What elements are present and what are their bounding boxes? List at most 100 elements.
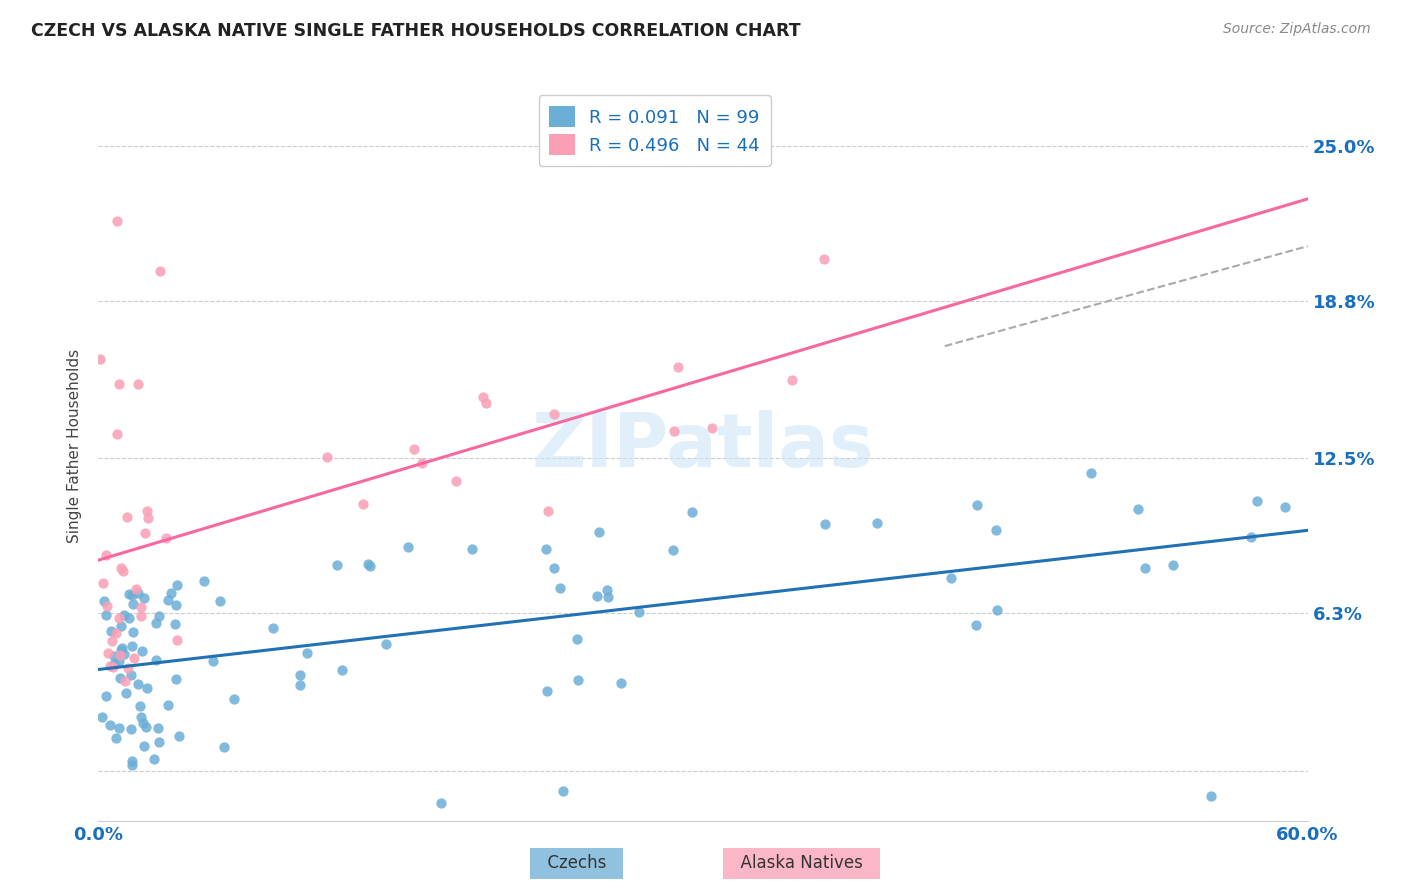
Point: [108, 648, 131, 663]
Point: [121, 625, 143, 640]
Point: [565, 632, 588, 647]
Point: [143, 752, 166, 766]
Point: [112, 647, 135, 661]
Point: [129, 599, 152, 614]
Point: [201, 654, 224, 668]
Point: [316, 450, 339, 464]
Point: [105, 426, 128, 441]
Point: [96, 607, 118, 622]
Point: [941, 571, 963, 585]
Point: [110, 671, 132, 685]
Point: [1161, 558, 1184, 573]
Point: [1128, 501, 1150, 516]
Point: [115, 510, 138, 524]
Point: [121, 757, 143, 772]
Text: ZIPatlas: ZIPatlas: [531, 409, 875, 483]
Point: [148, 735, 170, 749]
Point: [588, 525, 610, 540]
Point: [110, 643, 132, 657]
Y-axis label: Single Father Households: Single Father Households: [67, 349, 83, 543]
Point: [193, 574, 215, 588]
Point: [91, 575, 114, 590]
Point: [813, 252, 835, 266]
Text: Czechs: Czechs: [537, 855, 616, 872]
Point: [475, 396, 498, 410]
Point: [96, 599, 118, 613]
Point: [122, 650, 145, 665]
Point: [662, 542, 685, 557]
Point: [107, 721, 129, 735]
Point: [352, 497, 374, 511]
Point: [359, 559, 381, 574]
Point: [596, 582, 619, 597]
Point: [965, 617, 987, 632]
Point: [121, 639, 143, 653]
Point: [472, 390, 495, 404]
Point: [127, 376, 149, 391]
Point: [404, 442, 426, 456]
Point: [127, 677, 149, 691]
Text: Alaska Natives: Alaska Natives: [730, 855, 873, 872]
Point: [135, 681, 157, 695]
Point: [108, 611, 131, 625]
Point: [332, 663, 354, 677]
Point: [598, 590, 620, 604]
Point: [89, 351, 111, 366]
Point: [97, 646, 120, 660]
Point: [780, 373, 803, 387]
Point: [357, 557, 380, 571]
Point: [101, 633, 124, 648]
Point: [114, 686, 136, 700]
Point: [114, 673, 136, 688]
Point: [814, 517, 837, 532]
Point: [117, 587, 139, 601]
Point: [1240, 530, 1263, 544]
Point: [108, 654, 131, 668]
Text: Source: ZipAtlas.com: Source: ZipAtlas.com: [1223, 22, 1371, 37]
Point: [461, 541, 484, 556]
Point: [129, 609, 152, 624]
Point: [93, 594, 115, 608]
Point: [966, 498, 988, 512]
Point: [91, 710, 114, 724]
Point: [131, 644, 153, 658]
Point: [700, 421, 723, 435]
Point: [104, 626, 127, 640]
Point: [543, 561, 565, 575]
Point: [627, 605, 650, 619]
Point: [585, 589, 607, 603]
Point: [375, 637, 398, 651]
Legend: R = 0.091   N = 99, R = 0.496   N = 44: R = 0.091 N = 99, R = 0.496 N = 44: [538, 95, 770, 166]
Text: CZECH VS ALASKA NATIVE SINGLE FATHER HOUSEHOLDS CORRELATION CHART: CZECH VS ALASKA NATIVE SINGLE FATHER HOU…: [31, 22, 800, 40]
Point: [1246, 494, 1268, 508]
Point: [157, 593, 180, 607]
Point: [169, 729, 191, 743]
Point: [98, 659, 121, 673]
Point: [125, 582, 148, 597]
Point: [214, 739, 236, 754]
Point: [396, 540, 419, 554]
Point: [866, 516, 889, 531]
Point: [1274, 500, 1296, 514]
Point: [1080, 466, 1102, 480]
Point: [128, 699, 150, 714]
Point: [121, 754, 143, 768]
Point: [110, 619, 132, 633]
Point: [165, 672, 187, 686]
Point: [662, 424, 685, 438]
Point: [122, 597, 145, 611]
Point: [165, 598, 187, 612]
Point: [567, 673, 589, 688]
Point: [986, 603, 1008, 617]
Point: [156, 698, 179, 713]
Point: [444, 474, 467, 488]
Point: [111, 564, 134, 578]
Point: [105, 214, 128, 228]
Point: [148, 609, 170, 624]
Point: [682, 505, 704, 519]
Point: [146, 721, 169, 735]
Point: [111, 640, 134, 655]
Point: [134, 525, 156, 540]
Point: [108, 376, 131, 391]
Point: [209, 594, 232, 608]
